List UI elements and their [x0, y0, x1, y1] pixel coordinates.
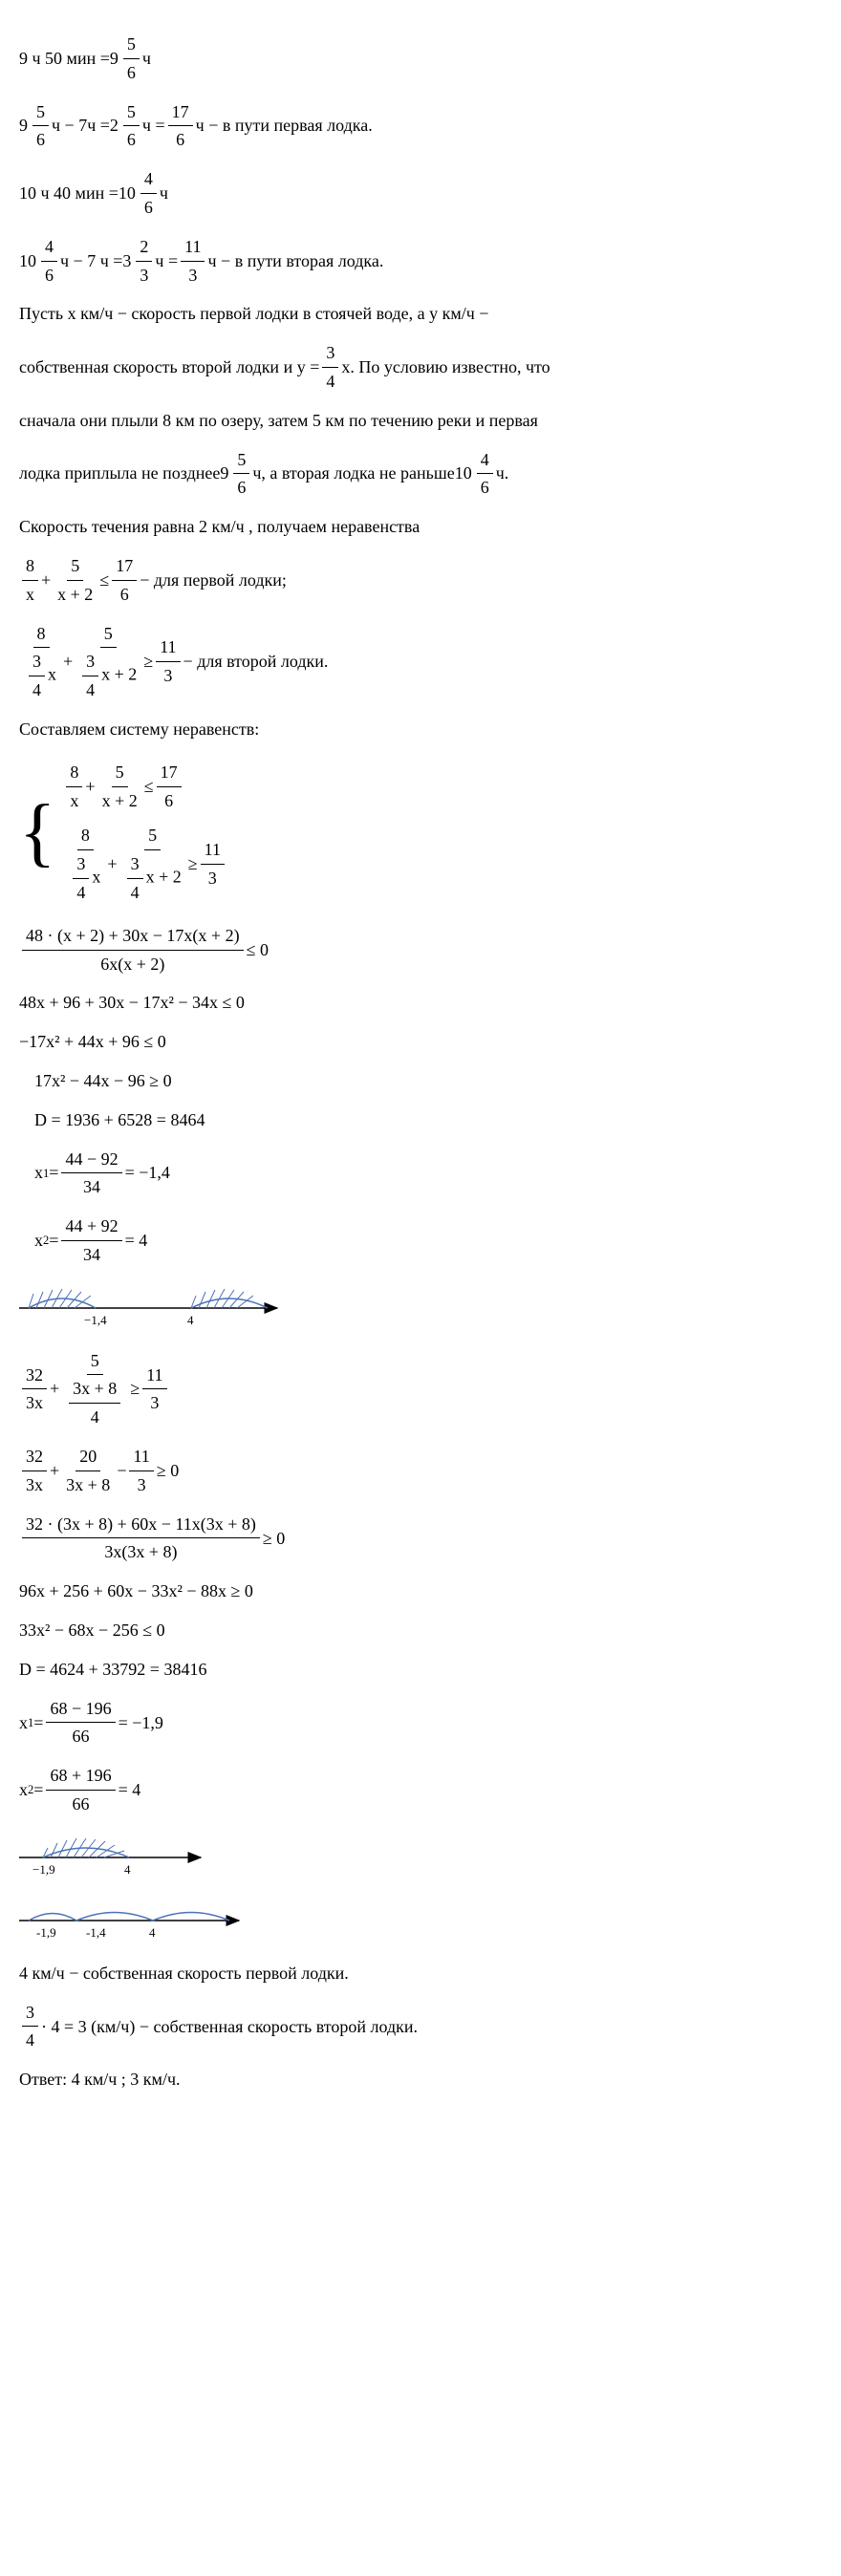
fraction: 113 — [181, 233, 205, 290]
equation-line: 96x + 256 + 60x − 33x² − 88x ≥ 0 — [19, 1578, 822, 1605]
fraction: 34 — [322, 339, 338, 396]
inequality-line: 323x + 203x + 8 − 113 ≥ 0 — [19, 1443, 822, 1499]
mixed-fraction: 3 23 — [122, 233, 155, 290]
paragraph-text: Пусть x км/ч − скорость первой лодки в с… — [19, 300, 822, 328]
equation-line: 33x² − 68x − 256 ≤ 0 — [19, 1617, 822, 1644]
text: 9 ч 50 мин = — [19, 45, 110, 73]
equation-line: D = 4624 + 33792 = 38416 — [19, 1656, 822, 1684]
equation-line: 9 ч 50 мин = 9 56 ч — [19, 31, 822, 87]
equation-line: 10 46 ч − 7 ч = 3 23 ч = 113 ч − в пути … — [19, 233, 822, 290]
equation-line: 17x² − 44x − 96 ≥ 0 — [34, 1067, 822, 1095]
paragraph-text: сначала они плыли 8 км по озеру, затем 5… — [19, 407, 822, 435]
paragraph-text: лодка приплыла не позднее 9 56 ч, а втор… — [19, 446, 822, 503]
fraction: 8 34x — [22, 620, 60, 704]
fraction: 176 — [168, 98, 193, 155]
mixed-fraction: 10 46 — [455, 446, 496, 503]
equation-line: x1 = 44 − 9234 = −1,4 — [34, 1146, 822, 1202]
final-answer: Ответ: 4 км/ч ; 3 км/ч. — [19, 2066, 822, 2093]
equation-line: D = 1936 + 6528 = 8464 — [34, 1106, 822, 1134]
equation-line: x2 = 68 + 19666 = 4 — [19, 1762, 822, 1818]
fraction: 8x — [22, 552, 38, 609]
fraction: 5x + 2 — [54, 552, 97, 609]
number-line-diagram: -1,9 -1,4 4 — [19, 1897, 248, 1944]
equation-line: 10 ч 40 мин = 10 46 ч — [19, 165, 822, 222]
answer-text: 4 км/ч − собственная скорость первой лод… — [19, 1960, 822, 1987]
system-of-inequalities: { 8x + 5x + 2 ≤ 176 8 34x + 5 34x + 2 ≥ … — [19, 755, 822, 911]
mixed-fraction: 2 56 — [110, 98, 142, 155]
paragraph-text: Скорость течения равна 2 км/ч , получаем… — [19, 513, 822, 541]
number-line-diagram: −1,4 4 — [19, 1284, 287, 1332]
equation-line: 32 · (3x + 8) + 60x − 11x(3x + 8)3x(3x +… — [19, 1511, 822, 1567]
mixed-fraction: 9 56 — [19, 98, 52, 155]
inequality-line: 8x + 5x + 2 ≤ 176 − для первой лодки; — [19, 552, 822, 609]
paragraph-text: Составляем систему неравенств: — [19, 716, 822, 743]
fraction: 5 34x + 2 — [75, 620, 140, 704]
equation-line: x2 = 44 + 9234 = 4 — [34, 1213, 822, 1269]
mixed-fraction: 9 56 — [110, 31, 142, 87]
fraction: 48 · (x + 2) + 30x − 17x(x + 2)6x(x + 2) — [22, 922, 244, 978]
fraction: 176 — [112, 552, 137, 609]
mixed-fraction: 10 46 — [119, 165, 160, 222]
mixed-fraction: 10 46 — [19, 233, 60, 290]
answer-text: 34 · 4 = 3 (км/ч) − собственная скорость… — [19, 1999, 822, 2055]
mixed-fraction: 9 56 — [220, 446, 252, 503]
brace-icon: { — [19, 802, 55, 863]
inequality-line: 8 34x + 5 34x + 2 ≥ 113 − для второй лод… — [19, 620, 822, 704]
equation-line: 9 56 ч − 7ч = 2 56 ч = 176 ч − в пути пе… — [19, 98, 822, 155]
equation-line: 48x + 96 + 30x − 17x² − 34x ≤ 0 — [19, 989, 822, 1017]
text: ч — [142, 45, 151, 73]
equation-line: 48 · (x + 2) + 30x − 17x(x + 2)6x(x + 2)… — [19, 922, 822, 978]
paragraph-text: собственная скорость второй лодки и y = … — [19, 339, 822, 396]
number-line-diagram: −1,9 4 — [19, 1834, 210, 1881]
inequality-line: 323x + 5 3x + 84 ≥ 113 — [19, 1347, 822, 1431]
fraction: 113 — [156, 633, 180, 690]
equation-line: −17x² + 44x + 96 ≤ 0 — [19, 1028, 822, 1056]
equation-line: x1 = 68 − 19666 = −1,9 — [19, 1695, 822, 1751]
